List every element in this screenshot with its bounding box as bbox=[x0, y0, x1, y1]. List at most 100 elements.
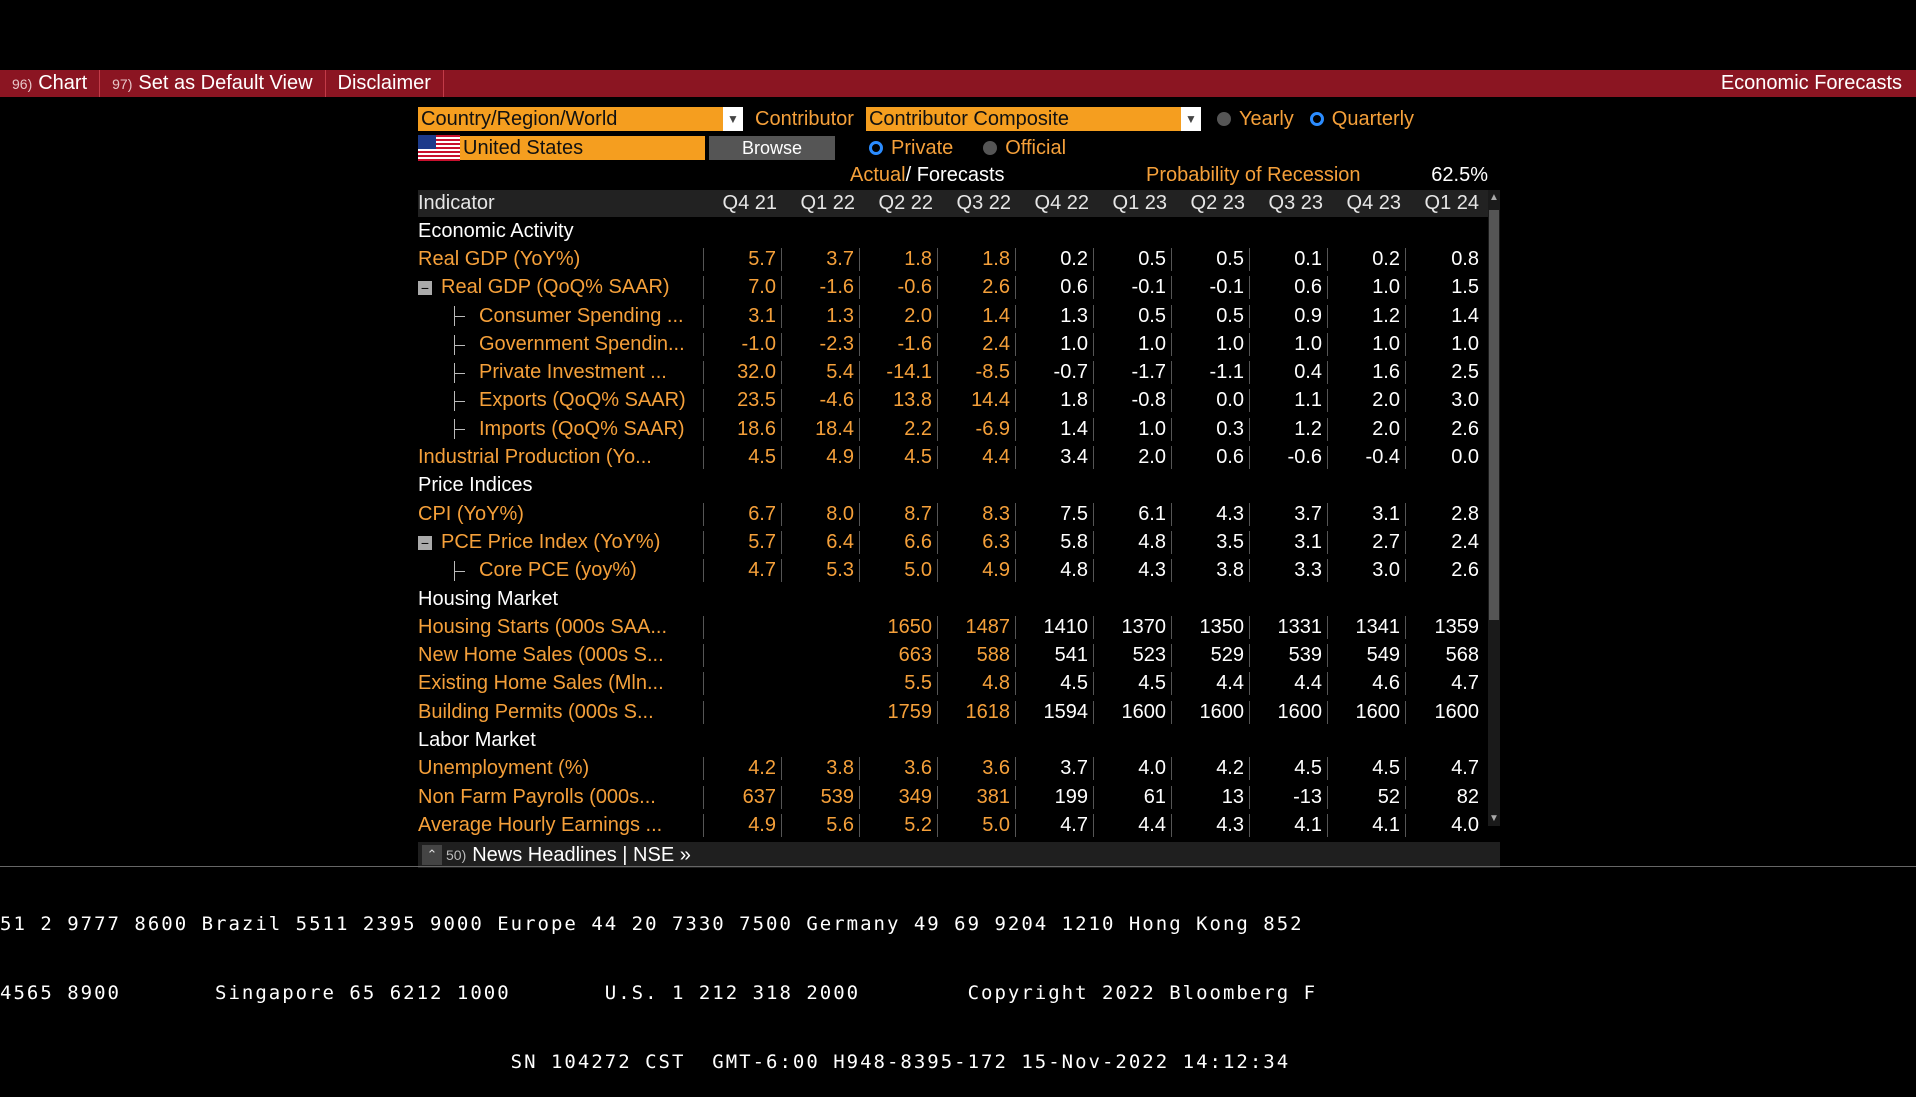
value-cell[interactable]: 23.5 bbox=[704, 389, 782, 413]
value-cell[interactable]: 1600 bbox=[1434, 700, 1480, 723]
value-cell[interactable]: 3.5 bbox=[1172, 530, 1250, 554]
value-cell[interactable]: 4.3 bbox=[1094, 559, 1172, 583]
table-row[interactable]: Real GDP (YoY%) 5.7 3.7 1.8 1.8 0.2 0.5 0.5 0.1 0… bbox=[418, 245, 1488, 273]
value-cell[interactable]: 4.9 bbox=[782, 446, 860, 470]
table-row[interactable]: Exports (QoQ% SAAR) 23.5 -4.6 13.8 14.4 1.8 -0… bbox=[418, 387, 1488, 415]
value-cell[interactable]: 2.5 bbox=[1451, 361, 1479, 384]
value-cell[interactable]: 3.3 bbox=[1250, 559, 1328, 583]
value-cell[interactable]: -2.3 bbox=[782, 332, 860, 356]
value-cell[interactable]: 4.8 bbox=[938, 672, 1016, 696]
table-row[interactable]: Industrial Production (Yo... 4.5 4.9 4.5 4.4… bbox=[418, 443, 1488, 471]
quarterly-radio[interactable]: Quarterly bbox=[1309, 108, 1414, 131]
value-cell[interactable]: 1594 bbox=[1016, 700, 1094, 724]
value-cell[interactable]: 1.3 bbox=[782, 304, 860, 328]
value-cell[interactable]: 18.6 bbox=[704, 417, 782, 441]
value-cell[interactable]: -8.5 bbox=[938, 361, 1016, 385]
value-cell[interactable]: -1.6 bbox=[860, 332, 938, 356]
value-cell[interactable]: 2.0 bbox=[1328, 417, 1406, 441]
value-cell[interactable]: 4.5 bbox=[1328, 757, 1406, 781]
value-cell[interactable]: 5.7 bbox=[704, 247, 782, 271]
value-cell[interactable]: 381 bbox=[938, 785, 1016, 809]
country-field[interactable]: United States bbox=[460, 136, 705, 160]
value-cell[interactable]: 1487 bbox=[938, 615, 1016, 639]
value-cell[interactable]: -14.1 bbox=[860, 361, 938, 385]
value-cell[interactable]: 1.6 bbox=[1328, 361, 1406, 385]
value-cell[interactable]: 4.4 bbox=[1172, 672, 1250, 696]
value-cell[interactable]: 7.0 bbox=[704, 276, 782, 300]
header-column[interactable]: Q1 23 bbox=[1112, 192, 1167, 214]
value-cell[interactable]: 3.6 bbox=[938, 757, 1016, 781]
indicator-cell[interactable]: Core PCE (yoy%) bbox=[418, 559, 704, 583]
value-cell[interactable]: 1.8 bbox=[1016, 389, 1094, 413]
scroll-thumb[interactable] bbox=[1489, 210, 1499, 620]
table-row[interactable]: Private Investment ... 32.0 5.4 -14.1 -8.5 -0… bbox=[418, 358, 1488, 386]
table-row[interactable]: Consumer Spending ... 3.1 1.3 2.0 1.4 1.3 0.5 0… bbox=[418, 302, 1488, 330]
value-cell[interactable]: -0.7 bbox=[1016, 361, 1094, 385]
news-headlines-label[interactable]: News Headlines | NSE » bbox=[472, 843, 691, 866]
value-cell[interactable]: 1.0 bbox=[1094, 417, 1172, 441]
value-cell[interactable]: 61 bbox=[1094, 785, 1172, 809]
value-cell[interactable]: 1600 bbox=[1250, 700, 1328, 724]
value-cell[interactable]: 2.2 bbox=[860, 417, 938, 441]
table-row[interactable]: Existing Home Sales (Mln... 5.5 4.8 4.5 4.5 4… bbox=[418, 670, 1488, 698]
value-cell[interactable]: -0.6 bbox=[1250, 446, 1328, 470]
table-row[interactable]: − PCE Price Index (YoY%) 5.7 6.4 6.6 6.3 5.8 4.… bbox=[418, 528, 1488, 556]
value-cell[interactable]: 4.0 bbox=[1094, 757, 1172, 781]
value-cell[interactable]: 5.0 bbox=[860, 559, 938, 583]
value-cell[interactable]: 1759 bbox=[860, 700, 938, 724]
value-cell[interactable]: 0.5 bbox=[1094, 247, 1172, 271]
value-cell[interactable]: 529 bbox=[1172, 644, 1250, 668]
value-cell[interactable]: 5.4 bbox=[782, 361, 860, 385]
table-row[interactable]: Government Spendin... -1.0 -2.3 -1.6 2.4 1.0 1… bbox=[418, 330, 1488, 358]
value-cell[interactable]: 3.1 bbox=[1250, 530, 1328, 554]
indicator-cell[interactable]: Existing Home Sales (Mln... bbox=[418, 672, 704, 696]
value-cell[interactable]: 1600 bbox=[1172, 700, 1250, 724]
value-cell[interactable]: 6.4 bbox=[782, 530, 860, 554]
indicator-cell[interactable]: − Real GDP (QoQ% SAAR) bbox=[418, 276, 704, 300]
value-cell[interactable]: 3.7 bbox=[1016, 757, 1094, 781]
indicator-cell[interactable]: New Home Sales (000s S... bbox=[418, 644, 704, 668]
value-cell[interactable]: -0.6 bbox=[860, 276, 938, 300]
value-cell[interactable]: -1.7 bbox=[1094, 361, 1172, 385]
value-cell[interactable]: -0.8 bbox=[1094, 389, 1172, 413]
table-row[interactable]: Housing Starts (000s SAA... 1650 1487 1410 1… bbox=[418, 613, 1488, 641]
value-cell[interactable]: 4.2 bbox=[704, 757, 782, 781]
value-cell[interactable]: 6.1 bbox=[1094, 502, 1172, 526]
table-row[interactable]: Core PCE (yoy%) 4.7 5.3 5.0 4.9 4.8 4.3 3.8 3.3 3… bbox=[418, 557, 1488, 585]
value-cell[interactable]: -13 bbox=[1250, 785, 1328, 809]
value-cell[interactable]: 3.7 bbox=[1250, 502, 1328, 526]
value-cell[interactable]: 2.4 bbox=[1451, 530, 1479, 553]
value-cell[interactable]: 568 bbox=[1445, 644, 1479, 667]
value-cell[interactable]: 0.2 bbox=[1016, 247, 1094, 271]
value-cell[interactable]: 3.7 bbox=[782, 247, 860, 271]
browse-button[interactable]: Browse bbox=[709, 136, 835, 160]
value-cell[interactable]: 7.5 bbox=[1016, 502, 1094, 526]
value-cell[interactable]: 4.9 bbox=[938, 559, 1016, 583]
value-cell[interactable]: 6.7 bbox=[704, 502, 782, 526]
expand-up-icon[interactable]: ⌃ bbox=[422, 845, 442, 865]
table-row[interactable]: − Real GDP (QoQ% SAAR) 7.0 -1.6 -0.6 2.6 0.6 -0… bbox=[418, 274, 1488, 302]
value-cell[interactable]: -0.4 bbox=[1328, 446, 1406, 470]
value-cell[interactable]: 13 bbox=[1172, 785, 1250, 809]
indicator-cell[interactable]: Government Spendin... bbox=[418, 332, 704, 356]
value-cell[interactable]: 4.1 bbox=[1250, 813, 1328, 837]
header-column[interactable]: Q1 22 bbox=[800, 192, 855, 214]
private-radio[interactable]: Private bbox=[869, 137, 953, 160]
value-cell[interactable]: -1.1 bbox=[1172, 361, 1250, 385]
value-cell[interactable]: 2.6 bbox=[938, 276, 1016, 300]
indicator-cell[interactable]: Industrial Production (Yo... bbox=[418, 446, 704, 470]
value-cell[interactable]: 4.5 bbox=[1094, 672, 1172, 696]
value-cell[interactable]: 539 bbox=[782, 785, 860, 809]
value-cell[interactable]: 4.2 bbox=[1172, 757, 1250, 781]
value-cell[interactable]: 2.4 bbox=[938, 332, 1016, 356]
header-column[interactable]: Q2 22 bbox=[878, 192, 933, 214]
value-cell[interactable]: 4.4 bbox=[938, 446, 1016, 470]
value-cell[interactable]: 1.4 bbox=[938, 304, 1016, 328]
value-cell[interactable]: 18.4 bbox=[782, 417, 860, 441]
value-cell[interactable]: 4.7 bbox=[1451, 672, 1479, 695]
value-cell[interactable]: 2.8 bbox=[1451, 502, 1479, 525]
header-indicator[interactable]: Indicator bbox=[418, 192, 495, 214]
table-row[interactable]: Average Hourly Earnings ... 4.9 5.6 5.2 5.0 4… bbox=[418, 811, 1488, 839]
value-cell[interactable]: 0.5 bbox=[1172, 247, 1250, 271]
value-cell[interactable]: 1.4 bbox=[1016, 417, 1094, 441]
